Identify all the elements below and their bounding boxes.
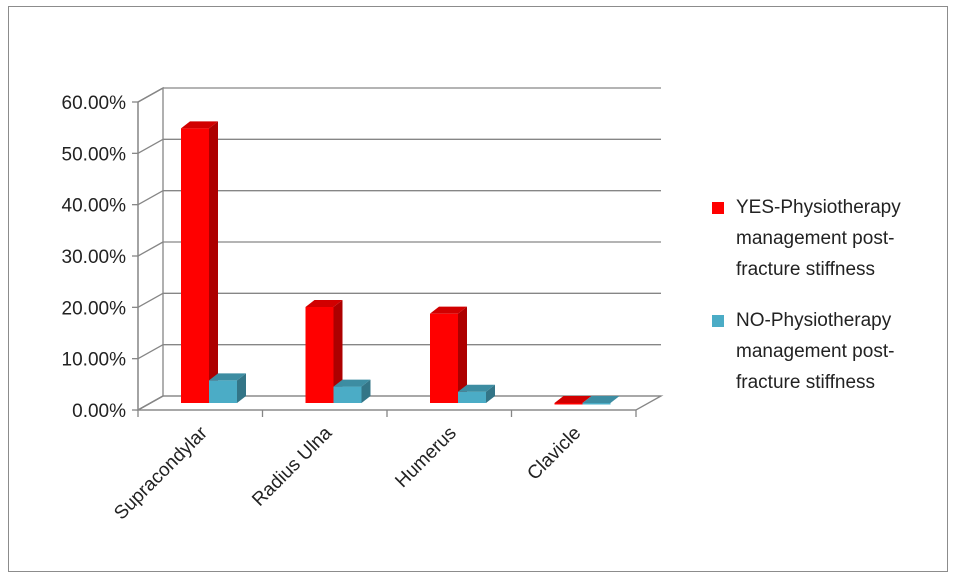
bar-top [582, 396, 620, 403]
legend-label: management post- [736, 228, 894, 249]
y-tick-label: 40.00% [62, 196, 127, 217]
gridline-depth [137, 344, 164, 360]
gridline-depth [137, 395, 164, 411]
bar-supracondylar-no [209, 373, 246, 403]
y-tick-label: 0.00% [72, 401, 126, 422]
gridline-depth [137, 138, 164, 154]
bar-clavicle-yes [554, 396, 592, 405]
bar-side [458, 306, 467, 403]
bar-front [582, 403, 611, 405]
y-tick-label: 60.00% [62, 93, 127, 114]
gridline-depth [137, 241, 164, 257]
bar-front [333, 386, 362, 403]
x-axis-tick-labels: Supracondylar Radius Ulna Humerus Clavicle [110, 422, 585, 524]
y-tick-label: 50.00% [62, 144, 127, 165]
x-tick-label: Supracondylar [110, 422, 212, 524]
bar-front [458, 391, 486, 403]
legend-label: NO-Physiotherapy [736, 310, 892, 331]
legend-label: management post- [736, 341, 894, 362]
axes [132, 101, 637, 417]
bar-top [209, 373, 246, 381]
bar-front [209, 380, 237, 403]
bar-humerus-yes [430, 306, 467, 403]
bar-supracondylar-yes [181, 121, 218, 403]
bar-radius-ulna-yes [305, 300, 343, 403]
legend-swatch [712, 202, 724, 214]
legend-swatch [712, 315, 724, 327]
x-tick-label: Humerus [391, 423, 460, 492]
bar-side [209, 121, 218, 403]
gridline-depth [137, 190, 164, 206]
legend-label: YES-Physiotherapy [736, 197, 901, 218]
y-tick-label: 30.00% [62, 247, 127, 268]
x-tick-label: Clavicle [523, 423, 585, 485]
bar-side [361, 379, 371, 403]
bar-side [333, 300, 343, 403]
gridline-depth [137, 292, 164, 308]
bar-front [430, 313, 458, 403]
y-tick-label: 10.00% [62, 350, 127, 371]
gridline-depth [137, 87, 164, 103]
y-axis-tick-labels: 0.00% 10.00% 20.00% 30.00% 40.00% 50.00% 60.00… [62, 93, 127, 422]
legend-entry-yes: YES-Physiotherapy management post-fractur… [712, 197, 901, 280]
legend-entry-no: NO-Physiotherapy management post-fracture… [712, 310, 894, 393]
bar-top [458, 384, 495, 392]
bar-top [430, 306, 467, 314]
bar-top [181, 121, 218, 129]
chart-frame [8, 6, 948, 572]
y-tick-label: 20.00% [62, 298, 127, 319]
bar-front [305, 307, 334, 403]
bar-radius-ulna-no [333, 379, 371, 403]
gridlines [137, 87, 661, 411]
bar-top [554, 396, 592, 403]
legend-label: fracture stiffness [736, 259, 875, 280]
legend-label: fracture stiffness [736, 372, 875, 393]
bar-top [305, 300, 343, 308]
bar-clavicle-no [582, 396, 620, 405]
legend: YES-Physiotherapy management post-fractur… [712, 197, 901, 393]
bar-front [181, 128, 209, 403]
bar-humerus-no [458, 384, 495, 403]
bar-top [333, 379, 371, 387]
x-tick-label: Radius Ulna [248, 422, 336, 510]
bars [181, 121, 620, 405]
bar-front [554, 403, 583, 405]
bar-side [237, 373, 246, 403]
bar-side [486, 384, 495, 403]
